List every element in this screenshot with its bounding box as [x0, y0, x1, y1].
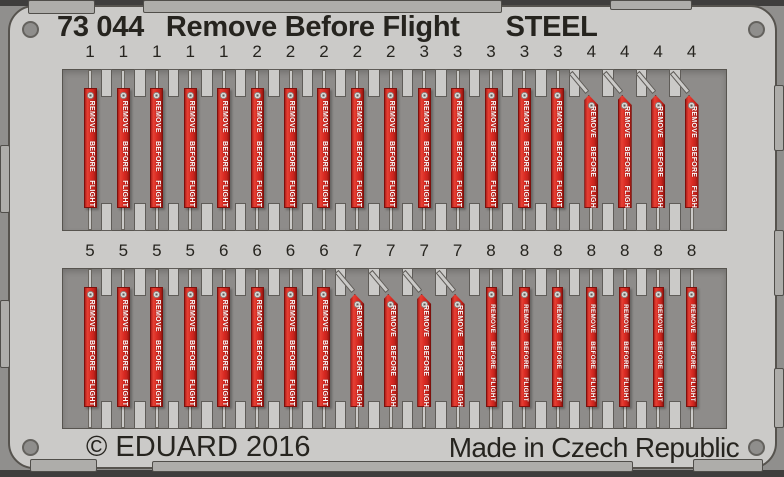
background-band-bottom — [0, 470, 784, 477]
copyright-text: © EDUARD 2016 — [86, 431, 311, 463]
header-title: 73 044 Remove Before Flight STEEL — [57, 11, 598, 44]
edge-tab — [143, 0, 502, 13]
edge-tab — [152, 461, 633, 472]
tooling-hole — [22, 439, 39, 456]
fret-plate — [8, 5, 777, 469]
edge-tab — [693, 459, 763, 472]
tooling-hole — [748, 439, 765, 456]
edge-tab — [0, 300, 10, 368]
product-name: Remove Before Flight — [165, 11, 460, 43]
edge-tab — [0, 145, 10, 213]
tooling-hole — [22, 21, 39, 38]
edge-tab — [28, 0, 95, 14]
edge-tab — [774, 368, 784, 428]
material-label: STEEL — [505, 11, 598, 43]
made-in-text: Made in Czech Republic — [448, 432, 740, 463]
edge-tab — [774, 85, 784, 151]
edge-tab — [610, 0, 692, 10]
product-code: 73 044 — [57, 11, 144, 43]
edge-tab — [30, 459, 97, 472]
tooling-hole — [748, 21, 765, 38]
edge-tab — [774, 230, 784, 296]
